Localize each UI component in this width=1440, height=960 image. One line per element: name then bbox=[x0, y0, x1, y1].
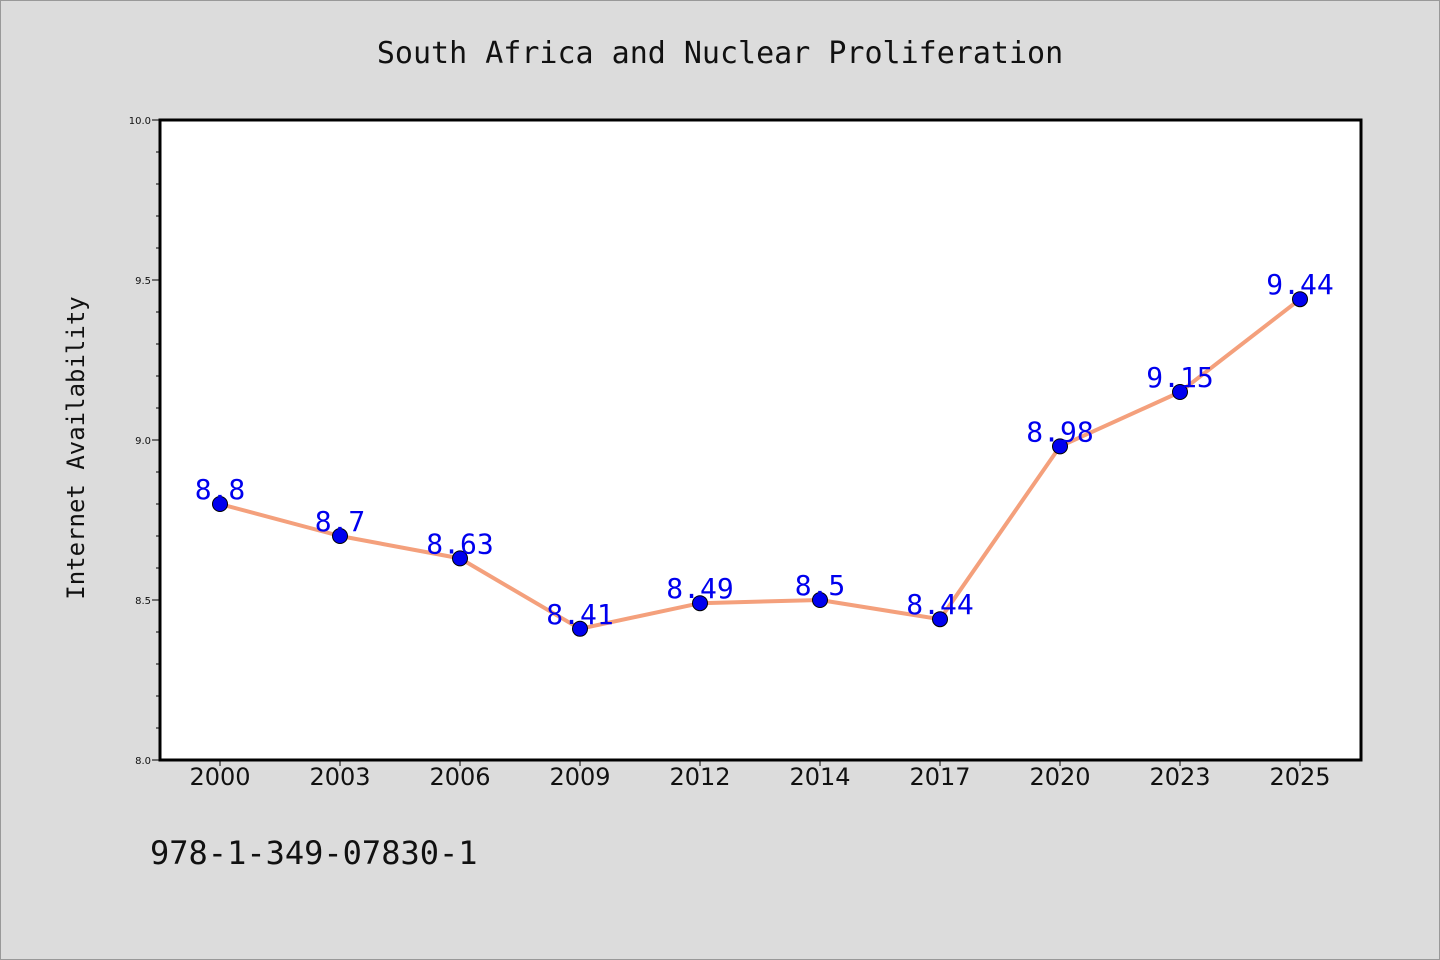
data-label: 8.5 bbox=[795, 569, 846, 602]
data-label: 8.8 bbox=[195, 473, 246, 506]
data-label: 8.7 bbox=[315, 505, 366, 538]
y-tick-label: 9.5 bbox=[135, 276, 151, 287]
x-tick-label: 2003 bbox=[309, 763, 370, 791]
data-point bbox=[332, 528, 348, 544]
data-labels: 8.8 8.7 8.63 8.41 8.49 8.5 8.44 8.98 9.15 9.44 bbox=[195, 268, 1334, 631]
x-tick-label: 2009 bbox=[549, 763, 610, 791]
x-tick-label: 2012 bbox=[669, 763, 730, 791]
data-point bbox=[1172, 384, 1188, 400]
series-markers bbox=[212, 291, 1308, 637]
data-label: 9.44 bbox=[1266, 268, 1333, 301]
footnote-isbn: 978-1-349-07830-1 bbox=[150, 834, 478, 872]
data-point bbox=[212, 496, 228, 512]
data-point bbox=[812, 592, 828, 608]
y-tick-label: 9.0 bbox=[135, 436, 151, 447]
data-label: 9.15 bbox=[1146, 361, 1213, 394]
x-tick-label: 2017 bbox=[909, 763, 970, 791]
x-tick-label: 2025 bbox=[1269, 763, 1330, 791]
y-tick-label: 8.0 bbox=[135, 756, 151, 767]
x-tick-label: 2023 bbox=[1149, 763, 1210, 791]
series-line bbox=[219, 297, 1302, 631]
x-tick-label: 2020 bbox=[1029, 763, 1090, 791]
data-label: 8.98 bbox=[1026, 415, 1093, 448]
y-tick-label: 10.0 bbox=[129, 116, 151, 127]
series-line-group bbox=[219, 297, 1302, 631]
data-label: 8.49 bbox=[666, 572, 733, 605]
data-label: 8.63 bbox=[426, 527, 493, 560]
data-point bbox=[1292, 291, 1308, 308]
plot-area bbox=[158, 118, 1363, 762]
data-point bbox=[932, 611, 948, 628]
x-axis-ticks: 2000 2003 2006 2009 2012 2014 2017 2020 2023 2025 bbox=[189, 760, 1331, 791]
y-axis-ticks: 8.0 8.5 9.0 9.5 10.0 bbox=[129, 116, 160, 767]
data-label: 8.41 bbox=[546, 598, 613, 631]
data-point bbox=[452, 550, 468, 567]
x-tick-label: 2006 bbox=[429, 763, 490, 791]
data-point bbox=[572, 620, 588, 637]
x-tick-label: 2000 bbox=[189, 763, 250, 791]
chart-title: South Africa and Nuclear Proliferation bbox=[377, 36, 1063, 71]
y-tick-label: 8.5 bbox=[135, 596, 151, 607]
data-point bbox=[692, 595, 708, 612]
data-label: 8.44 bbox=[906, 588, 973, 621]
y-axis-label: Internet Availability bbox=[62, 296, 90, 599]
data-point bbox=[1052, 438, 1068, 455]
x-tick-label: 2014 bbox=[789, 763, 850, 791]
